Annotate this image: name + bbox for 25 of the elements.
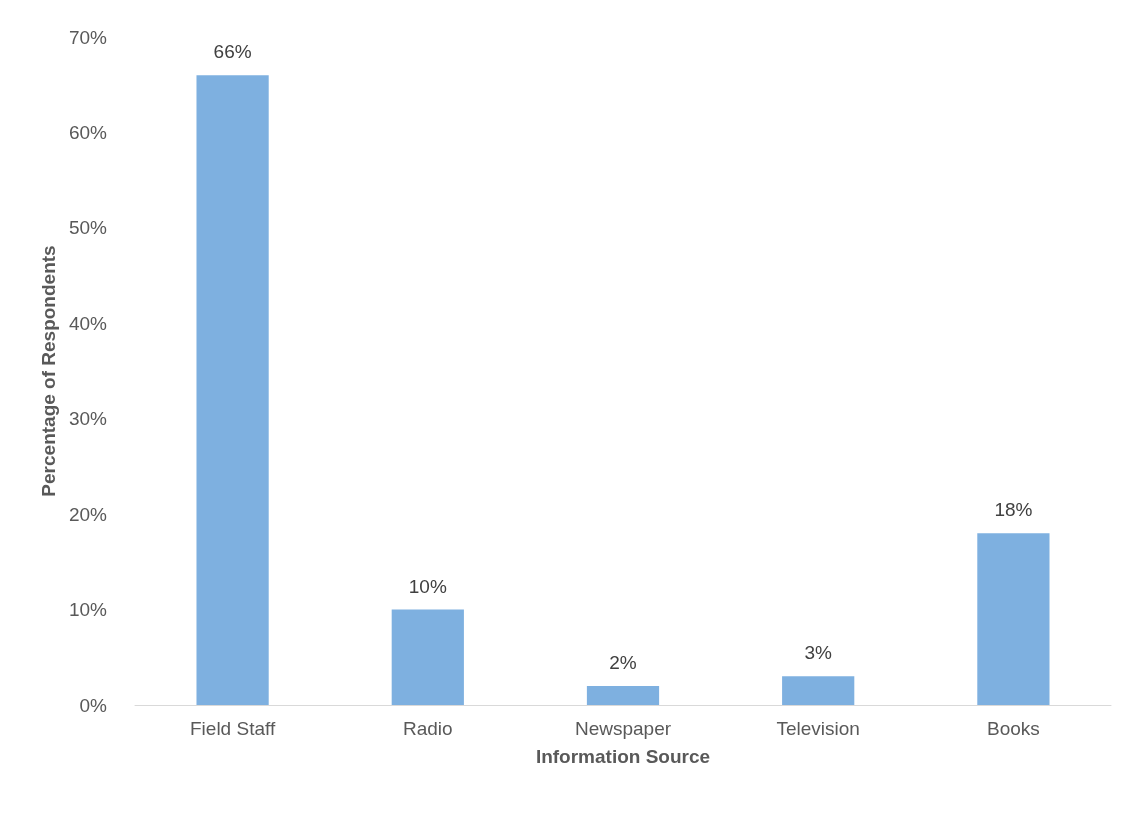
y-tick-label: 40% [68, 312, 108, 334]
y-tick-label: 20% [68, 503, 108, 525]
x-tick-label: Field Staff [190, 718, 276, 739]
bar [782, 676, 855, 705]
x-tick-label: Newspaper [574, 718, 672, 739]
x-tick-label: Television [776, 718, 860, 739]
y-tick-label: 50% [68, 217, 108, 239]
data-label: 2% [609, 651, 637, 673]
y-tick-label: 0% [79, 694, 108, 716]
bar [391, 609, 464, 705]
x-tick-label: Books [986, 718, 1040, 739]
bar [977, 533, 1050, 705]
x-tick-label: Radio [402, 718, 453, 739]
data-label: 66% [213, 41, 252, 63]
data-label: 3% [804, 642, 833, 664]
bar [196, 75, 269, 705]
y-axis-title: Percentage of Respondents [38, 245, 60, 497]
data-label: 18% [994, 499, 1033, 521]
y-tick-label: 70% [68, 26, 108, 48]
y-tick-label: 10% [68, 599, 108, 621]
x-axis-title: Information Source [535, 746, 711, 767]
bar [586, 685, 660, 705]
y-tick-label: 30% [68, 408, 108, 430]
data-label: 10% [408, 575, 447, 597]
y-tick-label: 60% [68, 121, 108, 143]
